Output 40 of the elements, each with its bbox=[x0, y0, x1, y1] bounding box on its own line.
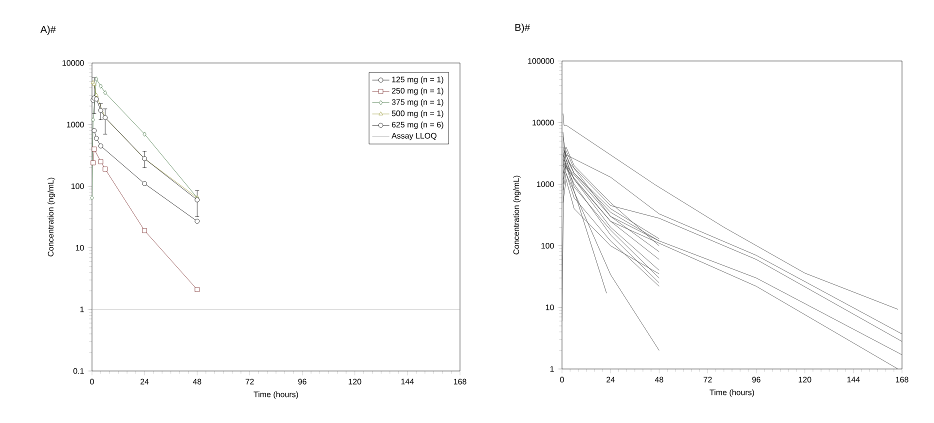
y-tick-label: 10 bbox=[76, 244, 84, 251]
x-tick-label: 72 bbox=[704, 376, 712, 382]
x-tick-label: 48 bbox=[654, 376, 664, 382]
y-tick-label: 100 bbox=[71, 183, 84, 190]
x-tick-label: 48 bbox=[192, 378, 202, 384]
x-tick-label: 120 bbox=[348, 378, 362, 384]
x-axis-title: Time (hours) bbox=[254, 391, 298, 399]
y-tick-label: 1000 bbox=[67, 122, 84, 128]
y-tick-label: 1 bbox=[80, 306, 84, 312]
x-tick-label: 168 bbox=[454, 378, 466, 384]
x-tick-label: 0 bbox=[90, 378, 94, 384]
legend-label: 375 mg (n = 1) bbox=[392, 99, 444, 106]
legend-label: 625 mg (n = 6) bbox=[392, 122, 444, 130]
x-tick-label: 24 bbox=[606, 376, 615, 382]
x-tick-label: 96 bbox=[752, 376, 760, 382]
x-tick-label: 72 bbox=[246, 378, 254, 384]
y-tick-label: 10000 bbox=[62, 60, 84, 66]
x-tick-label: 144 bbox=[401, 378, 414, 384]
y-tick-label: 10 bbox=[546, 304, 554, 310]
y-tick-label: 0.1 bbox=[73, 368, 84, 374]
y-axis-title: Concentration (ng/mL) bbox=[48, 178, 56, 256]
x-tick-label: 120 bbox=[798, 376, 812, 382]
y-tick-label: 1000 bbox=[537, 181, 554, 188]
chart-title: B)# bbox=[515, 24, 530, 33]
x-tick-label: 0 bbox=[560, 376, 564, 382]
x-tick-label: 96 bbox=[298, 378, 306, 384]
y-tick-label: 1 bbox=[550, 366, 554, 372]
legend-label: 250 mg (n = 1) bbox=[392, 88, 444, 96]
legend-label: 500 mg (n = 1) bbox=[392, 110, 444, 118]
x-tick-label: 24 bbox=[140, 378, 149, 384]
x-tick-label: 144 bbox=[847, 376, 860, 382]
chart-title: A)# bbox=[40, 26, 56, 35]
y-tick-label: 100000 bbox=[528, 58, 554, 64]
x-axis-title: Time (hours) bbox=[710, 389, 754, 397]
y-tick-label: 100 bbox=[541, 242, 554, 249]
y-tick-label: 10000 bbox=[532, 120, 554, 126]
legend-label: 125 mg (n = 1) bbox=[392, 76, 444, 84]
x-tick-label: 168 bbox=[896, 376, 908, 382]
y-axis-title: Concentration (ng/mL) bbox=[513, 176, 521, 254]
legend-label: Assay LLOQ bbox=[392, 132, 436, 140]
